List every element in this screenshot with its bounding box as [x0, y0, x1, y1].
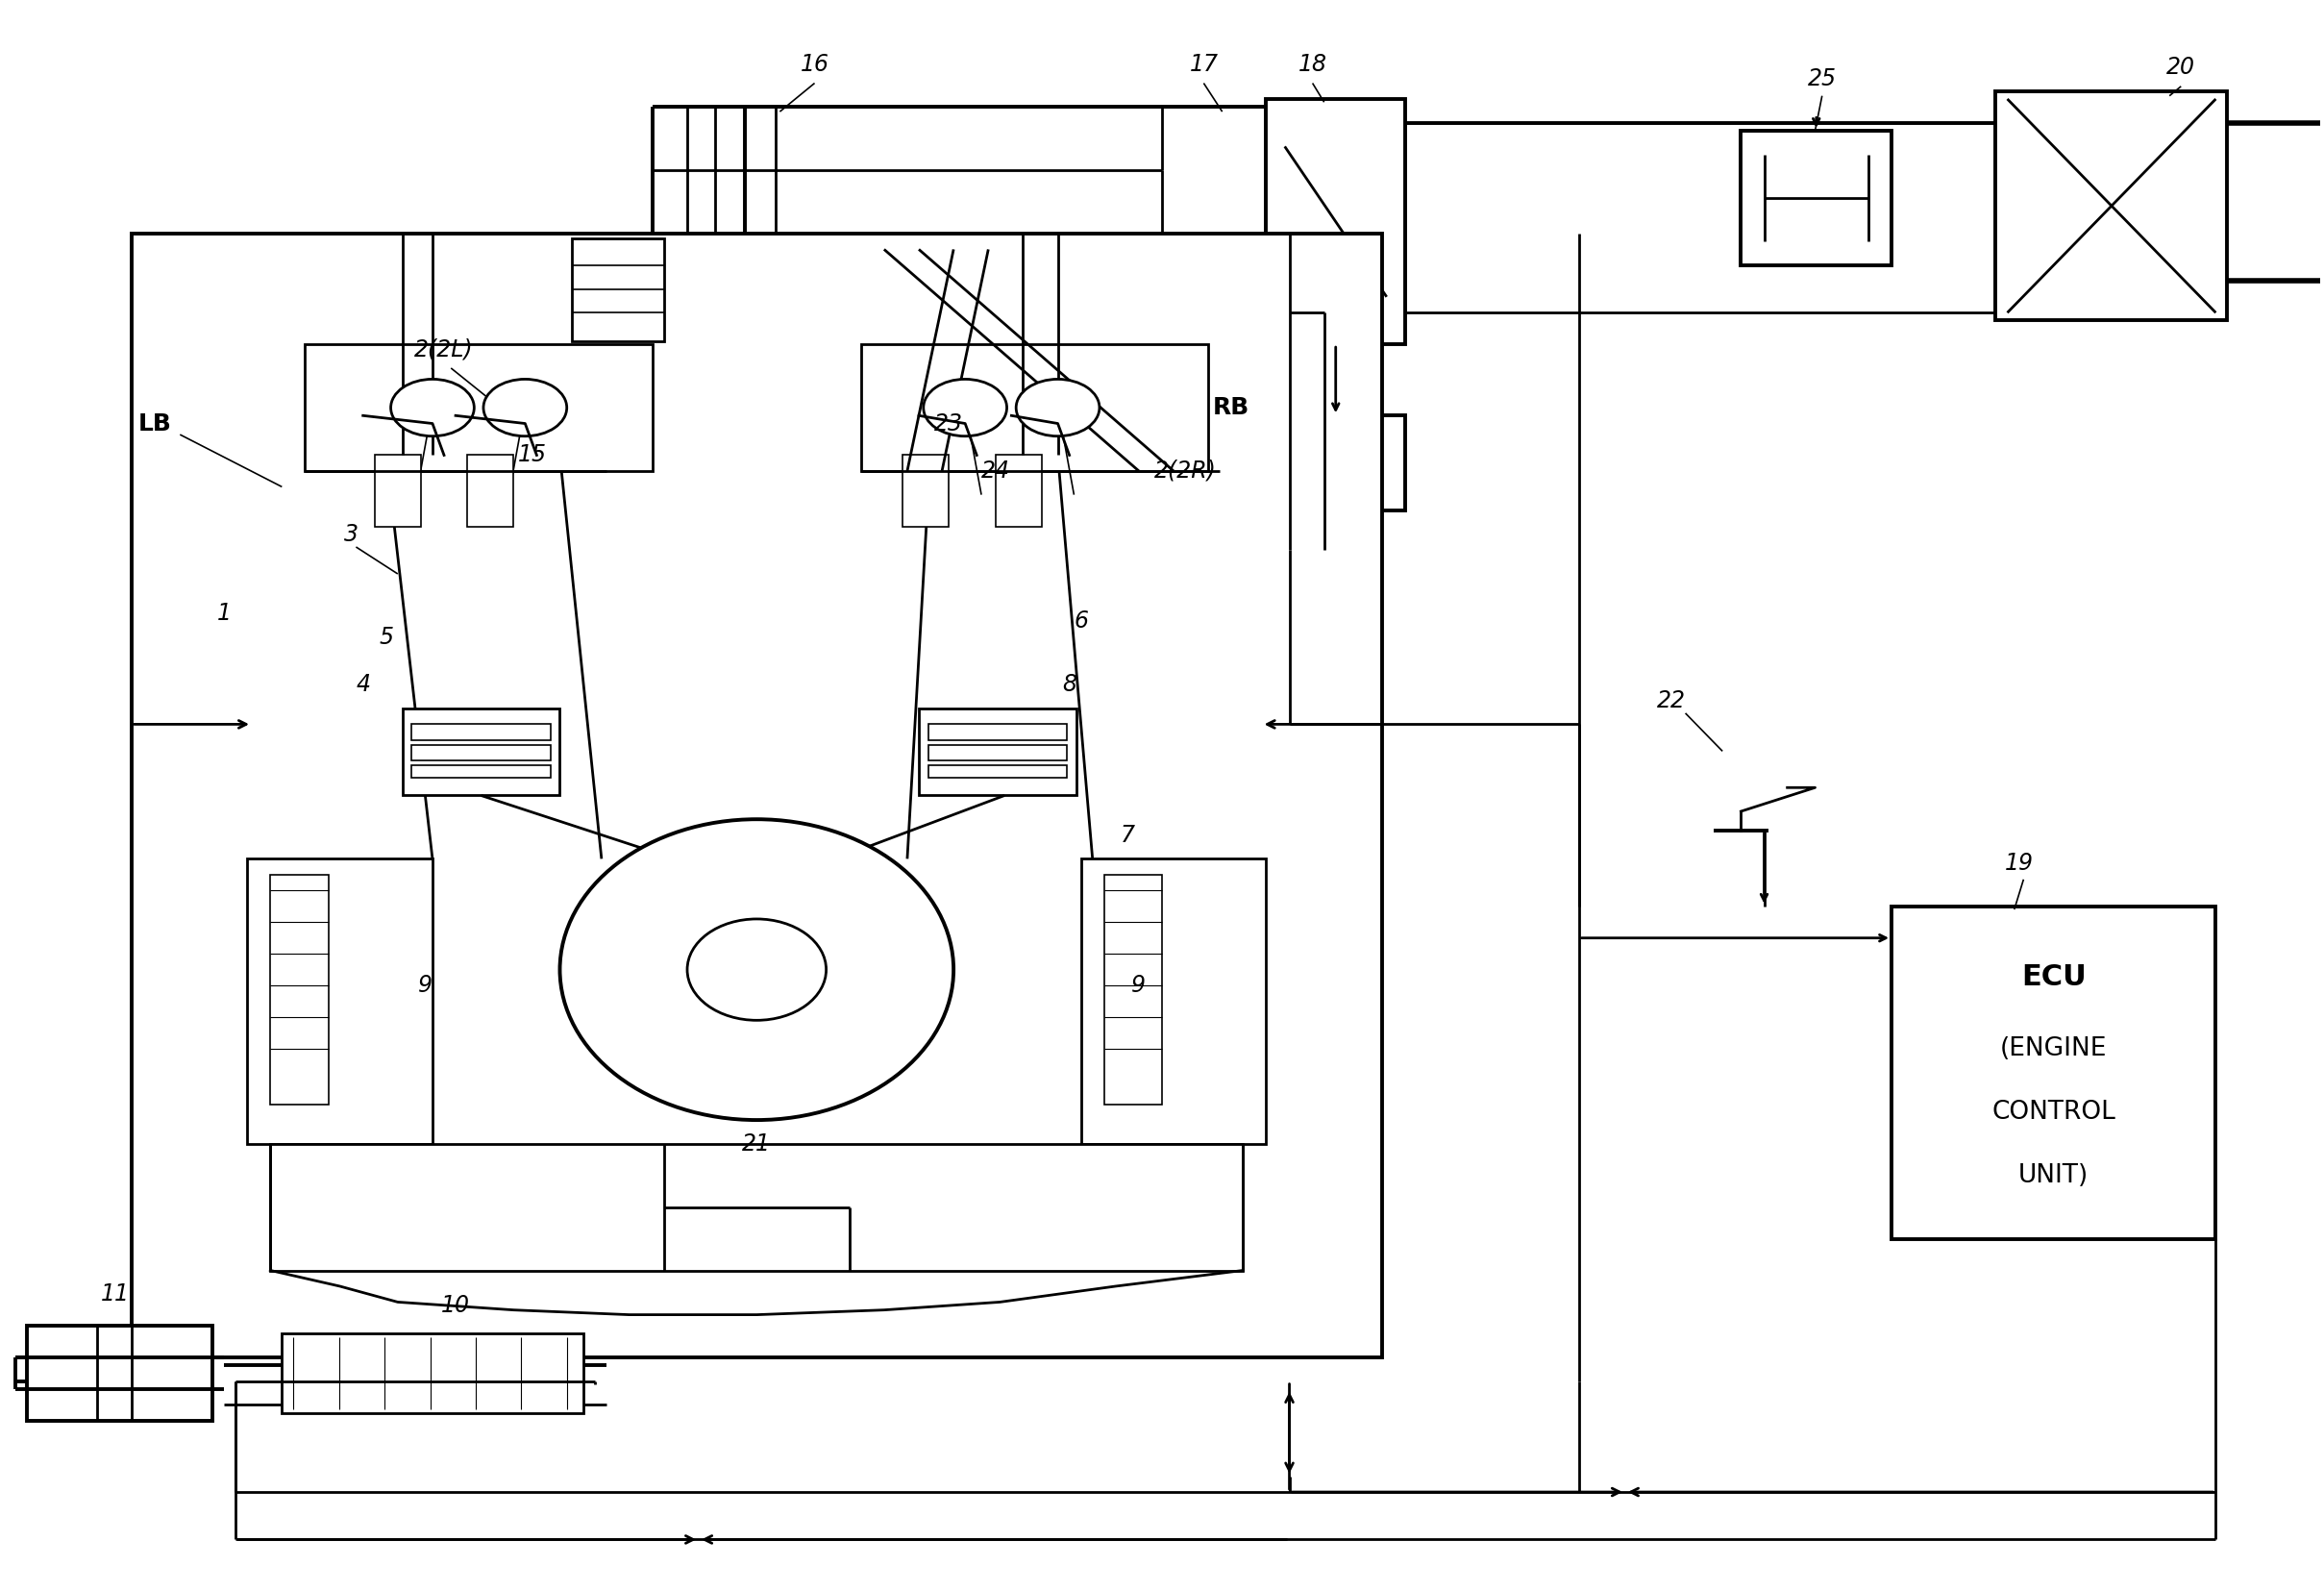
Text: 10: 10	[442, 1293, 469, 1317]
Text: (ENGINE: (ENGINE	[2001, 1036, 2108, 1061]
Text: 23: 23	[934, 412, 964, 434]
Bar	[927, 724, 1067, 740]
Bar	[270, 1144, 1243, 1270]
Text: 15: 15	[518, 444, 546, 466]
Bar	[1892, 907, 2215, 1239]
Text: 4: 4	[356, 673, 370, 697]
Text: 6: 6	[1074, 609, 1088, 633]
Ellipse shape	[390, 379, 474, 436]
Text: UNIT): UNIT)	[2020, 1163, 2089, 1188]
Bar	[1267, 99, 1406, 344]
Bar	[1081, 859, 1267, 1144]
Text: ECU: ECU	[2022, 964, 2087, 991]
Ellipse shape	[483, 379, 567, 436]
Bar	[995, 455, 1041, 527]
Bar	[374, 455, 421, 527]
Text: 5: 5	[379, 625, 393, 649]
Bar	[304, 344, 653, 471]
Text: 17: 17	[1190, 53, 1218, 76]
Text: 16: 16	[799, 53, 830, 76]
Text: 18: 18	[1299, 53, 1327, 76]
Bar	[1104, 875, 1162, 1104]
Text: 19: 19	[2006, 853, 2034, 875]
Text: 9: 9	[1132, 974, 1146, 998]
Bar	[28, 1325, 211, 1421]
Ellipse shape	[923, 379, 1006, 436]
Ellipse shape	[688, 920, 825, 1020]
Text: 20: 20	[2166, 56, 2196, 80]
Bar	[927, 765, 1067, 778]
Ellipse shape	[1016, 379, 1099, 436]
Bar	[1741, 130, 1892, 266]
Bar	[270, 875, 328, 1104]
Bar	[918, 708, 1076, 796]
Text: 1: 1	[216, 601, 230, 625]
Bar	[1996, 91, 2226, 321]
Text: 8: 8	[1062, 673, 1076, 697]
Text: 9: 9	[418, 974, 432, 998]
Bar	[132, 234, 1383, 1357]
Bar	[281, 1333, 583, 1413]
Bar	[411, 765, 551, 778]
Text: 22: 22	[1657, 689, 1685, 713]
Bar	[467, 455, 514, 527]
Text: LB: LB	[137, 412, 172, 434]
Bar	[411, 745, 551, 760]
Bar	[246, 859, 432, 1144]
Text: RB: RB	[1213, 396, 1250, 418]
Bar	[402, 708, 560, 796]
Bar	[927, 745, 1067, 760]
Text: 2(2R): 2(2R)	[1155, 460, 1215, 482]
Bar	[1267, 415, 1406, 511]
Bar	[411, 724, 551, 740]
Text: 11: 11	[100, 1282, 130, 1306]
Text: 3: 3	[344, 523, 358, 546]
Bar	[860, 344, 1208, 471]
Text: 24: 24	[981, 460, 1009, 482]
Text: 7: 7	[1120, 824, 1134, 846]
Ellipse shape	[560, 819, 953, 1120]
Bar	[572, 239, 665, 340]
Text: CONTROL: CONTROL	[1992, 1099, 2115, 1125]
Text: 21: 21	[741, 1133, 772, 1155]
Text: 25: 25	[1808, 67, 1836, 91]
Text: 2(2L): 2(2L)	[414, 337, 474, 361]
Bar	[902, 455, 948, 527]
